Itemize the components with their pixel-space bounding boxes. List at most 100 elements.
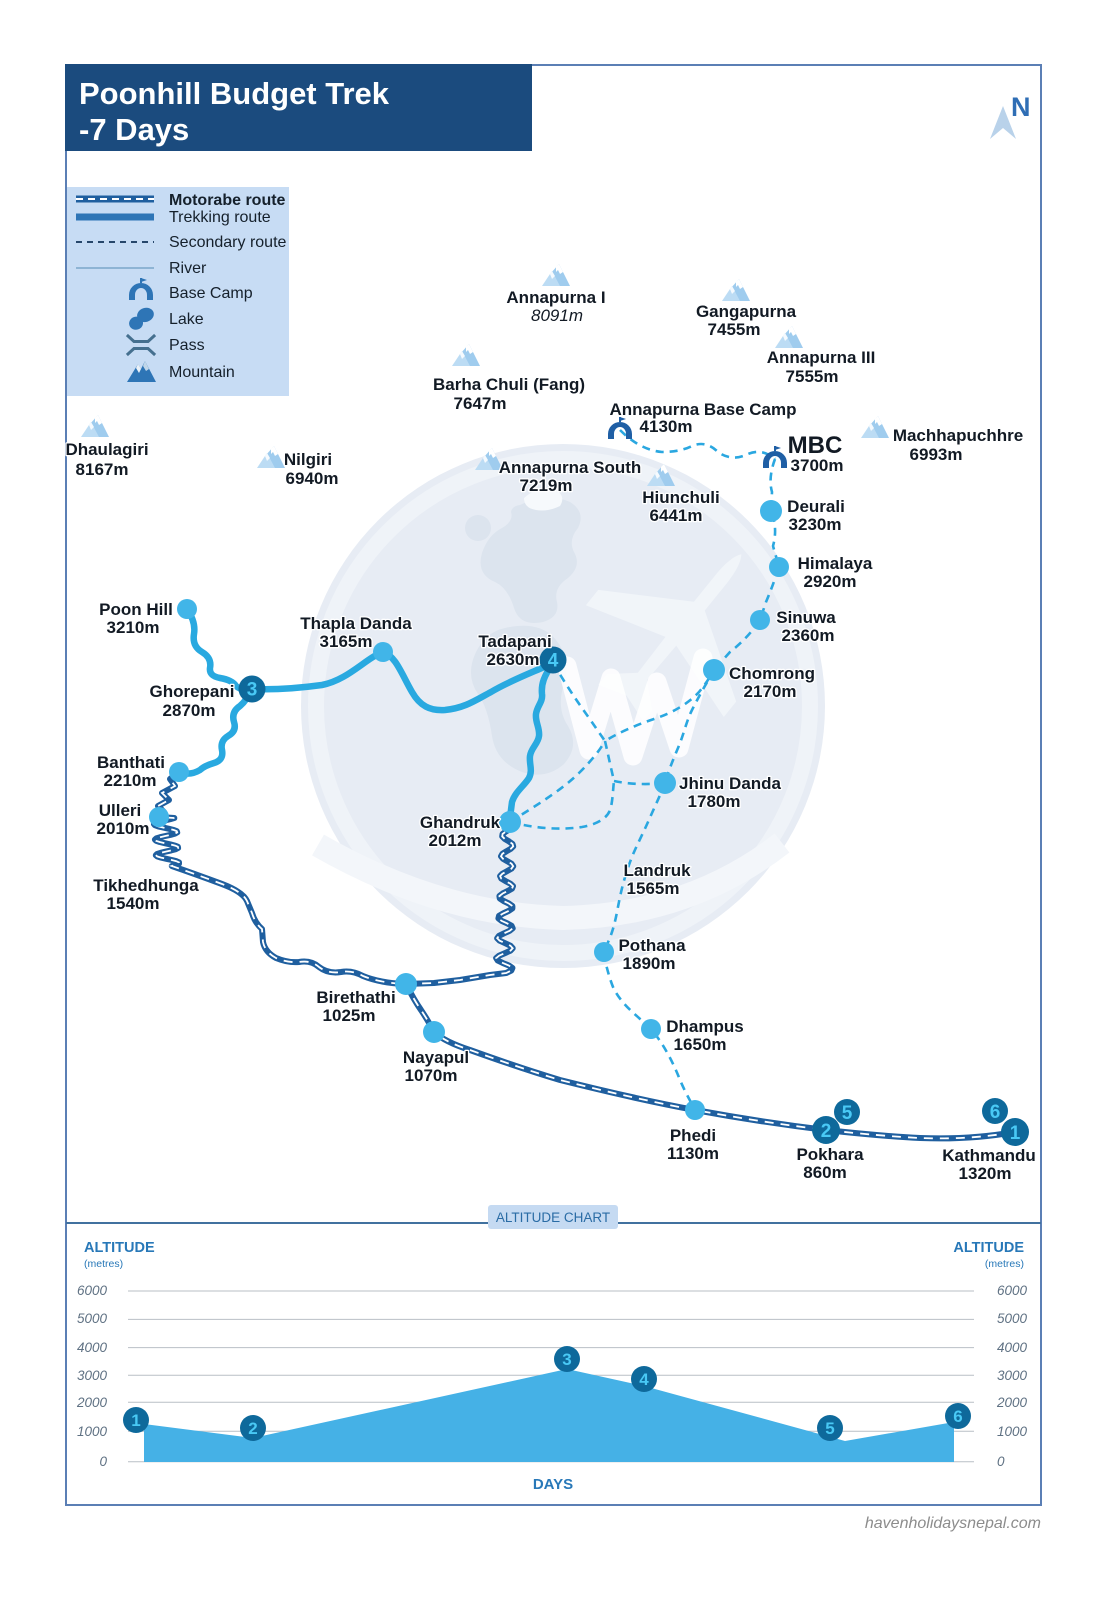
svg-text:Ghorepani: Ghorepani: [149, 682, 234, 701]
svg-text:4: 4: [548, 651, 559, 672]
svg-text:Phedi: Phedi: [670, 1126, 716, 1145]
svg-text:8167m: 8167m: [76, 460, 129, 479]
svg-text:5000: 5000: [77, 1311, 108, 1326]
svg-text:DAYS: DAYS: [533, 1476, 573, 1493]
svg-text:Mountain: Mountain: [169, 364, 235, 381]
svg-text:Pothana: Pothana: [618, 936, 686, 955]
svg-text:2: 2: [248, 1419, 257, 1438]
svg-text:5: 5: [825, 1419, 834, 1438]
svg-text:5: 5: [842, 1103, 853, 1124]
svg-text:860m: 860m: [803, 1163, 846, 1182]
svg-text:7219m: 7219m: [520, 476, 573, 495]
svg-text:1890m: 1890m: [623, 954, 676, 973]
svg-text:(metres): (metres): [84, 1258, 123, 1270]
svg-text:6000: 6000: [77, 1283, 108, 1298]
svg-text:ALTITUDE: ALTITUDE: [953, 1240, 1024, 1256]
svg-text:1000: 1000: [77, 1424, 108, 1439]
svg-text:Poonhill Budget Trek: Poonhill Budget Trek: [79, 76, 390, 111]
svg-text:1130m: 1130m: [667, 1144, 719, 1163]
svg-text:7455m: 7455m: [708, 320, 761, 339]
svg-text:Hiunchuli: Hiunchuli: [642, 488, 719, 507]
svg-text:2000: 2000: [76, 1395, 108, 1410]
svg-text:Pass: Pass: [169, 337, 205, 354]
svg-text:2000: 2000: [996, 1395, 1028, 1410]
svg-text:Base Camp: Base Camp: [169, 285, 253, 302]
svg-text:Ulleri: Ulleri: [99, 801, 142, 820]
svg-text:Landruk: Landruk: [623, 861, 691, 880]
svg-text:1320m: 1320m: [959, 1164, 1012, 1183]
svg-text:7647m: 7647m: [454, 394, 507, 413]
svg-text:Annapurna South: Annapurna South: [499, 458, 642, 477]
svg-text:1000: 1000: [997, 1424, 1028, 1439]
svg-text:Annapurna Base Camp: Annapurna Base Camp: [609, 400, 796, 419]
svg-text:Annapurna III: Annapurna III: [767, 348, 876, 367]
svg-text:3700m: 3700m: [791, 456, 844, 475]
svg-text:Birethathi: Birethathi: [316, 988, 395, 1007]
svg-text:Secondary route: Secondary route: [169, 234, 287, 251]
svg-text:Ghandruk: Ghandruk: [420, 813, 501, 832]
svg-text:Machhapuchhre: Machhapuchhre: [893, 426, 1023, 445]
svg-text:8091m: 8091m: [531, 306, 583, 325]
svg-text:Himalaya: Himalaya: [798, 554, 873, 573]
svg-text:Dhaulagiri: Dhaulagiri: [65, 440, 148, 459]
svg-text:7555m: 7555m: [786, 367, 839, 386]
svg-text:Annapurna I: Annapurna I: [506, 288, 605, 307]
svg-text:2012m: 2012m: [429, 831, 482, 850]
svg-text:Lake: Lake: [169, 311, 204, 328]
svg-text:2920m: 2920m: [804, 572, 857, 591]
svg-text:1070m: 1070m: [405, 1066, 458, 1085]
svg-text:4000: 4000: [77, 1340, 108, 1355]
svg-text:Thapla Danda: Thapla Danda: [300, 614, 412, 633]
svg-text:3000: 3000: [997, 1368, 1028, 1383]
svg-text:2870m: 2870m: [163, 701, 216, 720]
svg-text:0: 0: [997, 1454, 1005, 1469]
svg-text:Barha Chuli (Fang): Barha Chuli (Fang): [433, 375, 585, 394]
svg-text:Jhinu Danda: Jhinu Danda: [679, 774, 782, 793]
svg-text:N: N: [1011, 92, 1031, 122]
svg-text:3210m: 3210m: [107, 618, 160, 637]
svg-text:1780m: 1780m: [688, 792, 741, 811]
svg-text:0: 0: [99, 1454, 107, 1469]
svg-text:2: 2: [821, 1121, 832, 1142]
svg-text:2010m: 2010m: [97, 819, 150, 838]
svg-text:6940m: 6940m: [286, 469, 339, 488]
svg-text:Nilgiri: Nilgiri: [284, 450, 332, 469]
svg-text:3165m: 3165m: [320, 632, 373, 651]
svg-text:Banthati: Banthati: [97, 753, 165, 772]
svg-text:2170m: 2170m: [744, 682, 797, 701]
svg-text:6: 6: [990, 1102, 1001, 1123]
svg-text:River: River: [169, 260, 207, 277]
svg-text:Nayapul: Nayapul: [403, 1048, 469, 1067]
svg-text:1540m: 1540m: [107, 894, 160, 913]
svg-text:Tadapani: Tadapani: [478, 632, 551, 651]
svg-text:Motorabe route: Motorabe route: [169, 192, 286, 209]
svg-text:Gangapurna: Gangapurna: [696, 302, 797, 321]
svg-text:3000: 3000: [77, 1368, 108, 1383]
svg-text:Sinuwa: Sinuwa: [776, 608, 836, 627]
svg-text:(metres): (metres): [985, 1258, 1024, 1270]
svg-text:4000: 4000: [997, 1340, 1028, 1355]
svg-text:4130m: 4130m: [640, 417, 693, 436]
svg-text:Kathmandu: Kathmandu: [942, 1146, 1036, 1165]
svg-text:6000: 6000: [997, 1283, 1028, 1298]
svg-text:6: 6: [953, 1407, 962, 1426]
svg-text:5000: 5000: [997, 1311, 1028, 1326]
svg-text:ALTITUDE: ALTITUDE: [84, 1240, 155, 1256]
svg-text:2360m: 2360m: [782, 626, 835, 645]
svg-text:6441m: 6441m: [650, 506, 703, 525]
svg-text:Pokhara: Pokhara: [796, 1145, 864, 1164]
svg-text:Deurali: Deurali: [787, 497, 845, 516]
svg-text:Dhampus: Dhampus: [666, 1017, 743, 1036]
svg-text:2630m: 2630m: [487, 650, 540, 669]
svg-text:3230m: 3230m: [789, 515, 842, 534]
svg-text:Poon Hill: Poon Hill: [99, 600, 173, 619]
svg-text:1: 1: [1010, 1123, 1021, 1144]
svg-text:-7 Days: -7 Days: [79, 112, 189, 147]
svg-text:1650m: 1650m: [674, 1035, 727, 1054]
svg-text:1: 1: [131, 1411, 140, 1430]
svg-text:MBC: MBC: [788, 432, 843, 459]
svg-text:Tikhedhunga: Tikhedhunga: [93, 876, 199, 895]
svg-text:Chomrong: Chomrong: [729, 664, 815, 683]
svg-text:4: 4: [639, 1370, 649, 1389]
svg-text:6993m: 6993m: [910, 445, 963, 464]
